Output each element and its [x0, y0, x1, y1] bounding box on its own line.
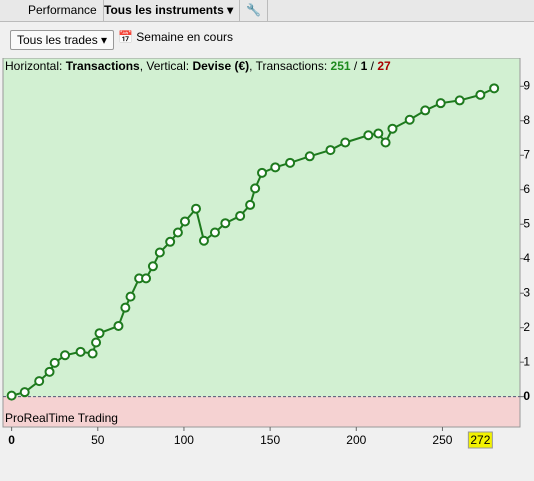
trade-marker — [91, 337, 102, 348]
trade-marker — [245, 199, 256, 210]
x-tick-label: 100 — [174, 433, 194, 447]
period-label: Semaine en cours — [136, 30, 234, 44]
watermark: ProRealTime Trading — [5, 411, 118, 425]
trade-marker — [75, 346, 86, 357]
trade-marker — [19, 387, 30, 398]
y-tick-label: 3 — [523, 285, 530, 299]
trade-marker — [60, 350, 71, 361]
trade-marker — [257, 167, 268, 178]
trade-marker — [113, 320, 124, 331]
settings-icon[interactable]: 🔧 — [240, 0, 268, 21]
trade-marker — [454, 95, 465, 106]
tab[interactable]: Tous les instruments ▾ — [98, 0, 241, 21]
trade-marker — [387, 123, 398, 134]
trade-marker — [235, 210, 246, 221]
trade-marker — [363, 130, 374, 141]
trade-marker — [147, 261, 158, 272]
info: Transactions — [66, 59, 140, 73]
chart: Horizontal: Transactions, Vertical: Devi… — [2, 58, 530, 449]
info: Horizontal: — [5, 59, 62, 73]
info: 27 — [377, 59, 391, 73]
trade-marker — [420, 105, 431, 116]
trade-marker — [489, 83, 500, 94]
trade-marker — [179, 216, 190, 227]
trade-marker — [270, 162, 281, 173]
toolbar: Performance Tous les instruments ▾ 🔧 — [0, 0, 534, 22]
trade-marker — [191, 203, 202, 214]
info: 251 — [331, 59, 351, 73]
trade-marker — [435, 98, 446, 109]
trade-marker — [165, 236, 176, 247]
trade-marker — [172, 227, 183, 238]
info: , Vertical: — [140, 59, 189, 73]
y-tick-label: 5 — [523, 216, 530, 230]
trade-marker — [380, 137, 391, 148]
x-cursor-box — [467, 431, 493, 449]
trade-marker — [325, 145, 336, 156]
trade-marker — [285, 157, 296, 168]
info: Devise (€) — [192, 59, 249, 73]
info: / — [354, 59, 358, 73]
trade-marker — [125, 291, 136, 302]
x-tick-label: 250 — [432, 433, 452, 447]
y-tick-label: 2 — [523, 320, 530, 334]
trade-marker — [49, 357, 60, 368]
trade-marker — [87, 348, 98, 359]
trade-marker — [250, 183, 261, 194]
x-tick-label: 200 — [346, 433, 366, 447]
y-tick-label: 0 — [523, 389, 530, 403]
trade-marker — [198, 235, 209, 246]
trade-marker — [475, 89, 486, 100]
loss-zone — [3, 396, 520, 427]
trade-marker — [94, 328, 105, 339]
dropdown[interactable]: Tous les trades ▾ — [10, 30, 115, 50]
y-tick-label: 4 — [523, 251, 530, 265]
info: , Transactions: — [249, 59, 327, 73]
chart-info: Horizontal: Transactions, Vertical: Devi… — [5, 59, 391, 73]
trade-marker — [209, 227, 220, 238]
y-tick-label: 6 — [523, 182, 530, 196]
y-tick-label: 7 — [523, 147, 530, 161]
x-tick-label: 50 — [91, 433, 105, 447]
trade-marker — [220, 218, 231, 229]
info: / — [371, 59, 375, 73]
trade-marker — [141, 273, 152, 284]
trade-marker — [34, 376, 45, 387]
trade-marker — [154, 247, 165, 258]
y-tick-label: 9 — [523, 78, 530, 92]
y-tick-label: 8 — [523, 113, 530, 127]
x-cursor-label: 272 — [470, 433, 490, 447]
trade-marker — [340, 137, 351, 148]
trade-marker — [404, 114, 415, 125]
trade-marker — [120, 302, 131, 313]
x-tick-label: 150 — [260, 433, 280, 447]
trade-marker — [373, 128, 384, 139]
y-tick-label: 1 — [523, 354, 530, 368]
tab-label: Tous les instruments — [104, 3, 224, 17]
plot-area — [2, 58, 521, 428]
dropdown-label: Tous les trades — [17, 33, 98, 47]
trade-marker — [44, 366, 55, 377]
tab[interactable]: Performance — [22, 0, 104, 21]
x-tick-label: 0 — [8, 433, 15, 447]
info: 1 — [361, 59, 368, 73]
trade-marker — [6, 390, 17, 401]
trade-marker — [304, 151, 315, 162]
period-picker[interactable]: 📅 Semaine en cours — [118, 30, 234, 44]
